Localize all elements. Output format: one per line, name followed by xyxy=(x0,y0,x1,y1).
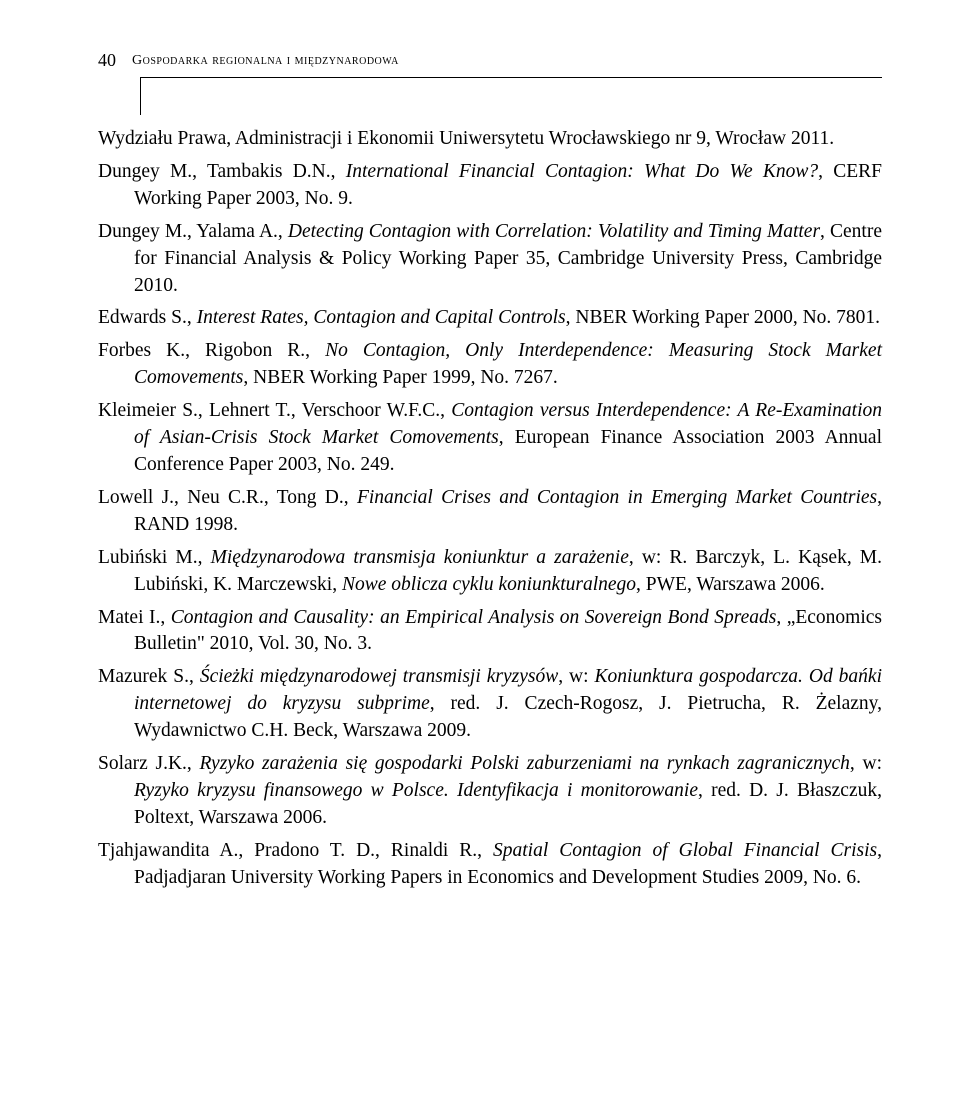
page-number: 40 xyxy=(98,50,116,71)
page-container: 40 Gospodarka regionalna i międzynarodow… xyxy=(0,0,960,958)
reference-item: Solarz J.K., Ryzyko zarażenia się gospod… xyxy=(98,751,882,832)
reference-item: Lubiński M., Międzynarodowa transmisja k… xyxy=(98,545,882,599)
references-list: Wydziału Prawa, Administracji i Ekonomii… xyxy=(98,126,882,892)
reference-item: Dungey M., Yalama A., Detecting Contagio… xyxy=(98,219,882,300)
reference-item: Edwards S., Interest Rates, Contagion an… xyxy=(98,305,882,332)
reference-item: Wydziału Prawa, Administracji i Ekonomii… xyxy=(98,126,882,153)
reference-item: Tjahjawandita A., Pradono T. D., Rinaldi… xyxy=(98,838,882,892)
header-rule-left xyxy=(140,77,141,115)
reference-item: Forbes K., Rigobon R., No Contagion, Onl… xyxy=(98,338,882,392)
header-rule-top xyxy=(140,77,882,78)
reference-item: Mazurek S., Ścieżki międzynarodowej tran… xyxy=(98,664,882,745)
reference-item: Dungey M., Tambakis D.N., International … xyxy=(98,159,882,213)
header-rule xyxy=(140,77,882,78)
running-head: Gospodarka regionalna i międzynarodowa xyxy=(132,53,399,69)
page-header: 40 Gospodarka regionalna i międzynarodow… xyxy=(98,50,882,71)
reference-item: Kleimeier S., Lehnert T., Verschoor W.F.… xyxy=(98,398,882,479)
reference-item: Lowell J., Neu C.R., Tong D., Financial … xyxy=(98,485,882,539)
reference-item: Matei I., Contagion and Causality: an Em… xyxy=(98,605,882,659)
